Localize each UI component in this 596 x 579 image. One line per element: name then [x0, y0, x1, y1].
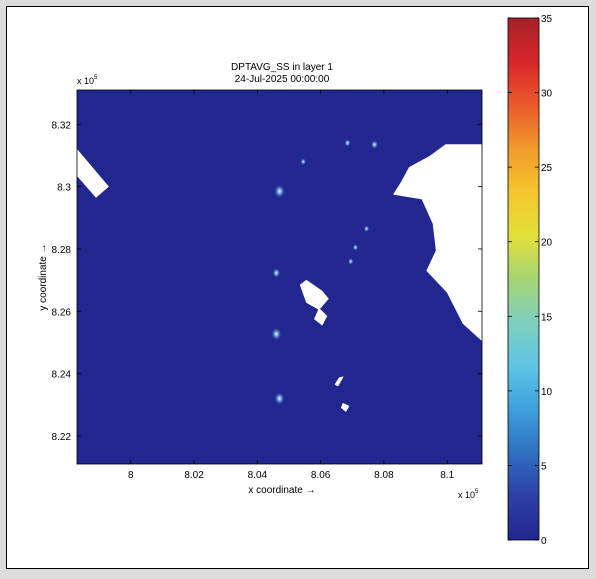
- island-south: [313, 307, 328, 326]
- plot-area: [77, 90, 482, 464]
- y-tick-label: 8.26: [52, 307, 72, 318]
- colorbar: [507, 17, 540, 541]
- colorbar-tick-label: 20: [541, 238, 553, 249]
- hotspot-4: [274, 392, 285, 405]
- colorbar-tick-label: 10: [541, 387, 553, 398]
- field-background: [77, 90, 482, 464]
- hotspot-5: [344, 139, 351, 147]
- hotspot-2: [272, 268, 281, 278]
- y-tick-label: 8.3: [57, 183, 71, 194]
- colorbar-tick-label: 15: [541, 312, 553, 323]
- colorbar-tick-label: 30: [541, 89, 553, 100]
- x-tick-label: 8.02: [184, 470, 204, 481]
- x-axis-multiplier: x 105: [458, 489, 479, 500]
- colorbar-tick-label: 5: [541, 461, 547, 472]
- chart-title: DPTAVG_SS in layer 1: [231, 62, 333, 73]
- chart-subtitle: 24-Jul-2025 00:00:00: [235, 74, 330, 85]
- y-axis-multiplier: x 105: [77, 75, 98, 86]
- northwest-land: [77, 148, 109, 198]
- hotspot-7: [371, 140, 378, 149]
- islet-a: [334, 376, 344, 387]
- y-tick-label: 8.28: [52, 245, 72, 256]
- east-coast-land: [392, 144, 482, 342]
- x-tick-label: 8: [128, 470, 134, 481]
- y-tick-label: 8.22: [52, 432, 72, 443]
- hotspot-10: [348, 258, 354, 265]
- hotspot-3: [271, 327, 282, 341]
- x-tick-label: 8.04: [248, 470, 268, 481]
- x-axis-label: x coordinate →: [248, 485, 315, 496]
- plot-border: [76, 89, 483, 465]
- x-tick-label: 8.08: [374, 470, 394, 481]
- y-tick-label: 8.32: [52, 120, 72, 131]
- y-axis-label: y coordinate →: [38, 243, 49, 310]
- colorbar-tick-label: 0: [541, 536, 547, 547]
- hotspot-8: [363, 225, 370, 233]
- hotspot-6: [300, 158, 306, 166]
- hotspot-9: [352, 244, 359, 251]
- colorbar-tick-label: 35: [541, 14, 553, 25]
- x-tick-label: 8.06: [311, 470, 331, 481]
- y-tick-label: 8.24: [52, 370, 72, 381]
- islet-b: [340, 402, 350, 412]
- hotspot-1: [274, 184, 285, 198]
- colorbar-tick-label: 25: [541, 163, 553, 174]
- x-tick-label: 8.1: [440, 470, 454, 481]
